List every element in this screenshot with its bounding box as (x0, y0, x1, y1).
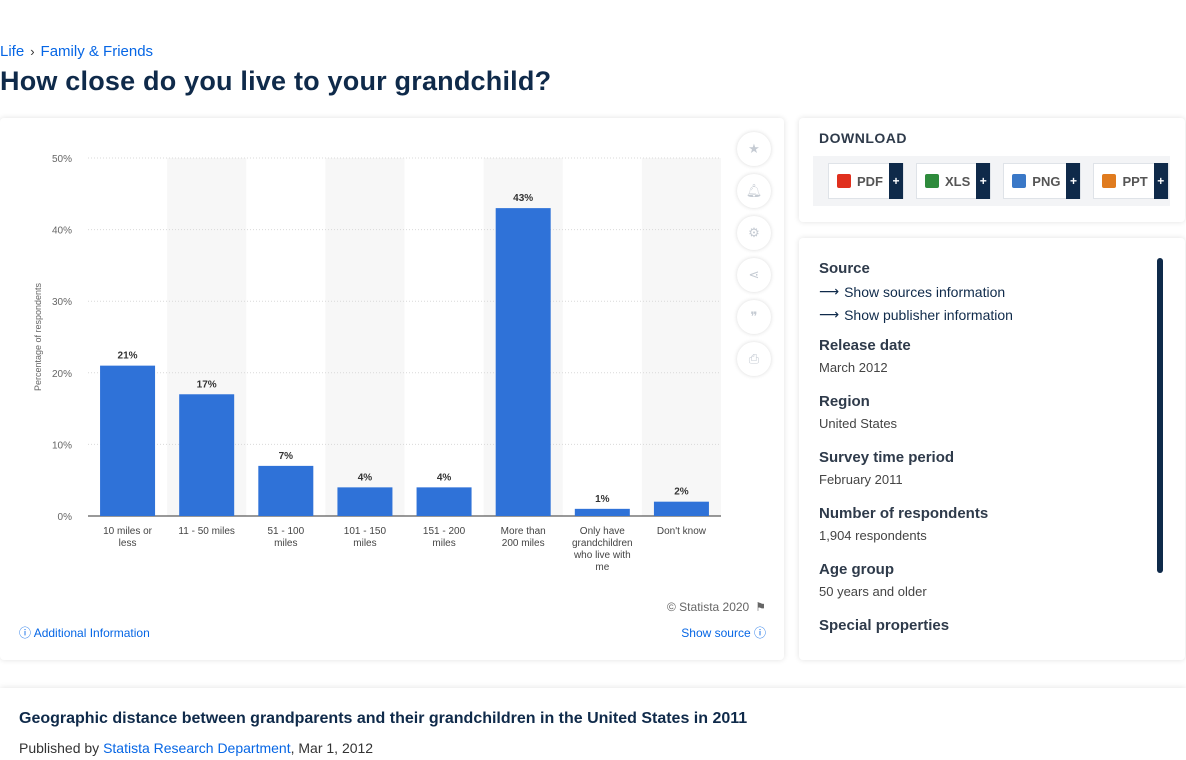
show-source-link[interactable]: Show source ⓘ (681, 626, 766, 640)
x-tick-label: 10 miles or (103, 526, 153, 537)
print-icon[interactable]: ⎙ (737, 342, 771, 376)
data-label: 43% (513, 193, 533, 204)
respondents-value: 1,904 respondents (819, 528, 927, 543)
download-pdf-button[interactable]: PDF + (828, 163, 904, 199)
x-tick-label: miles (353, 538, 376, 549)
download-card: DOWNLOAD PDF + XLS + PNG + PPT + (799, 118, 1185, 222)
data-label: 2% (674, 487, 689, 498)
y-tick-label: 10% (52, 440, 72, 451)
footer-card: Geographic distance between grandparents… (0, 688, 1186, 760)
statistic-description: Geographic distance between grandparents… (19, 710, 748, 727)
info-icon: ⓘ (753, 626, 766, 640)
download-buttons: PDF + XLS + PNG + PPT + (813, 156, 1170, 206)
y-tick-label: 20% (52, 369, 72, 380)
bar (416, 487, 472, 516)
data-label: 1% (595, 494, 610, 505)
release-date-label: Release date (819, 337, 911, 354)
region-label: Region (819, 393, 870, 410)
release-date-value: March 2012 (819, 360, 888, 375)
x-tick-label: less (119, 538, 137, 549)
x-tick-label: Don't know (657, 526, 707, 537)
bar (100, 365, 156, 516)
bar-chart: 0% 10% 20% 30% 40% 50% Percentage of responden… (33, 154, 721, 573)
xls-icon (925, 174, 939, 188)
x-tick-label: who live with (573, 550, 631, 561)
bar (337, 487, 393, 516)
bar (495, 208, 551, 516)
download-png-button[interactable]: PNG + (1003, 163, 1082, 199)
published-by: Published by Statista Research Departmen… (19, 740, 374, 756)
age-group-value: 50 years and older (819, 584, 927, 599)
plus-icon: + (976, 163, 991, 199)
y-tick-label: 40% (52, 226, 72, 237)
x-tick-label: me (595, 562, 609, 573)
publisher-link[interactable]: Statista Research Department (103, 740, 291, 756)
age-group-label: Age group (819, 561, 894, 578)
x-tick-label: Only have (580, 526, 625, 537)
special-properties-label: Special properties (819, 617, 950, 634)
y-tick-label: 50% (52, 154, 72, 165)
plus-icon: + (1153, 163, 1168, 199)
show-sources-link[interactable]: ⟶ Show sources information (819, 283, 1006, 300)
data-label: 7% (279, 451, 294, 462)
pdf-icon (837, 174, 851, 188)
x-tick-label: grandchildren (572, 538, 633, 549)
x-tick-label: miles (274, 538, 297, 549)
download-ppt-button[interactable]: PPT + (1093, 163, 1169, 199)
y-tick-label: 30% (52, 297, 72, 308)
y-tick-label: 0% (58, 512, 73, 523)
chart-band (641, 158, 721, 516)
x-tick-label: More than (501, 526, 546, 537)
bar (258, 465, 314, 516)
additional-info-link[interactable]: ⓘ Additional Information (19, 626, 150, 640)
show-publisher-link[interactable]: ⟶ Show publisher information (819, 306, 1013, 323)
x-tick-label: miles (432, 538, 455, 549)
bar (653, 501, 709, 516)
ppt-icon (1102, 174, 1117, 188)
scrollbar-thumb[interactable] (1157, 258, 1163, 573)
x-tick-label: 51 - 100 (267, 526, 304, 537)
scrollbar[interactable] (1157, 258, 1163, 573)
download-xls-button[interactable]: XLS + (916, 163, 992, 199)
arrow-right-icon: ⟶ (819, 283, 840, 299)
source-label: Source (819, 260, 870, 277)
chevron-right-icon: › (30, 44, 35, 59)
data-label: 4% (358, 472, 373, 483)
data-label: 17% (197, 379, 217, 390)
info-card: Source ⟶ Show sources information ⟶ Show… (799, 238, 1185, 660)
respondents-label: Number of respondents (819, 505, 989, 522)
chart-card: 0% 10% 20% 30% 40% 50% Percentage of responden… (0, 118, 784, 660)
x-tick-label: 200 miles (502, 538, 545, 549)
bar (574, 508, 630, 516)
survey-period-value: February 2011 (819, 472, 903, 487)
star-icon[interactable]: ★ (737, 132, 771, 166)
share-icon[interactable]: ⋖ (737, 258, 771, 292)
data-label: 4% (437, 472, 452, 483)
download-title: DOWNLOAD (819, 130, 907, 146)
page-title: How close do you live to your grandchild… (0, 66, 552, 96)
survey-period-label: Survey time period (819, 449, 955, 466)
chart-band (325, 158, 405, 516)
gear-icon[interactable]: ⚙ (737, 216, 771, 250)
y-axis-label: Percentage of respondents (33, 282, 43, 391)
x-tick-label: 101 - 150 (344, 526, 387, 537)
info-icon: ⓘ (19, 626, 32, 640)
quote-icon[interactable]: ❞ (737, 300, 771, 334)
breadcrumb: Life › Family & Friends (0, 43, 153, 60)
chart-toolbar: ★ 🔔︎ ⚙ ⋖ ❞ ⎙ (737, 132, 771, 384)
flag-icon[interactable]: ⚑ (755, 600, 766, 614)
plus-icon: + (889, 163, 903, 199)
bell-icon[interactable]: 🔔︎ (737, 174, 771, 208)
png-icon (1012, 174, 1027, 188)
region-value: United States (819, 416, 898, 431)
breadcrumb-item-family-friends[interactable]: Family & Friends (40, 43, 154, 60)
copyright: © Statista 2020 ⚑ (667, 600, 766, 614)
data-label: 21% (118, 351, 138, 362)
arrow-right-icon: ⟶ (819, 306, 840, 322)
x-tick-label: 11 - 50 miles (178, 526, 235, 537)
bar (179, 394, 235, 516)
breadcrumb-item-life[interactable]: Life (0, 43, 25, 60)
x-tick-label: 151 - 200 (423, 526, 466, 537)
plus-icon: + (1066, 163, 1081, 199)
